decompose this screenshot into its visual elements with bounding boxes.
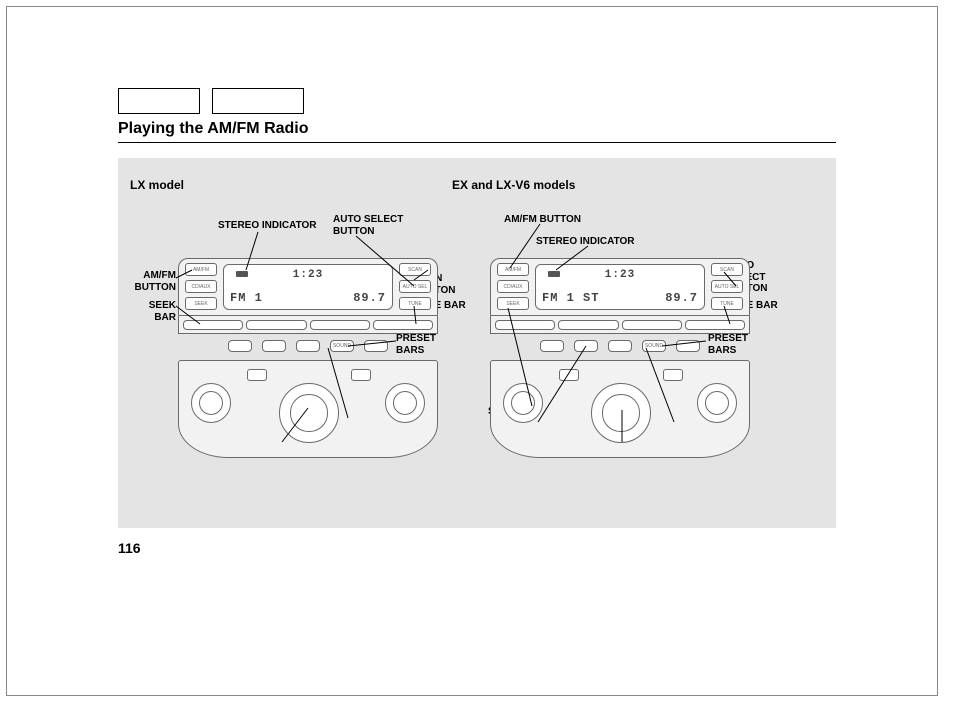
ex-amfm-button[interactable]: AM/FM [497,263,529,276]
lx-callout-amfm: AM/FM BUTTON [126,270,176,293]
ex-sound-button[interactable]: SOUND [642,340,666,352]
header-box-1 [118,88,200,114]
lx-preset-5[interactable] [364,340,388,352]
ex-preset-2[interactable] [574,340,598,352]
ex-lcd-freq: 89.7 [665,291,698,305]
lx-lower-panel [178,360,438,458]
lx-sound-button[interactable]: SOUND [330,340,354,352]
lx-callout-seek-bar: SEEK BAR [126,300,176,323]
ex-radio-head: AM/FM CD/AUX SEEK SCAN AUTO SEL TUNE 1:2… [490,258,750,316]
ex-lcd: 1:23 FM 1 ST 89.7 [535,264,705,310]
lx-right-knob[interactable] [385,383,425,423]
lx-lcd: 1:23 FM 1 89.7 [223,264,393,310]
header-placeholder-boxes [118,88,304,114]
lx-preset-1[interactable] [228,340,252,352]
lx-left-knob[interactable] [191,383,231,423]
ex-slim-bar [490,316,750,334]
page-title: Playing the AM/FM Radio [118,120,309,138]
lx-model-label: LX model [130,178,184,192]
lx-cdaux-button[interactable]: CD/AUX [185,280,217,293]
ex-tune-bar[interactable] [685,320,745,330]
lx-pwr-vol-knob[interactable] [279,383,339,443]
ex-radio-unit: AM/FM CD/AUX SEEK SCAN AUTO SEL TUNE 1:2… [490,258,750,458]
ex-right-buttons: SCAN AUTO SEL TUNE [711,263,743,310]
ex-callout-stereo-indicator: STEREO INDICATOR [536,236,635,248]
ex-seek-bar[interactable] [495,320,555,330]
lx-radio-head: AM/FM CD/AUX SEEK SCAN AUTO SEL TUNE 1:2… [178,258,438,316]
lx-mini-1[interactable] [247,369,267,381]
ex-preset-row: SOUND [490,340,750,356]
lx-preset-2[interactable] [262,340,286,352]
title-underline [118,142,836,143]
lx-seek-button[interactable]: SEEK [185,297,217,310]
ex-left-knob[interactable] [503,383,543,423]
lx-tune-bar[interactable] [373,320,433,330]
lx-scan-button[interactable]: SCAN [399,263,431,276]
ex-auto-select-button[interactable]: AUTO SEL [711,280,743,293]
lx-slim-bar [178,316,438,334]
ex-cdaux-button[interactable]: CD/AUX [497,280,529,293]
ex-lower-panel [490,360,750,458]
lx-lcd-freq: 89.7 [353,291,386,305]
lx-tune-button[interactable]: TUNE [399,297,431,310]
ex-preset-3[interactable] [608,340,632,352]
ex-lcd-bottom: FM 1 ST 89.7 [542,291,698,305]
lx-pill-2[interactable] [246,320,306,330]
lx-radio-unit: AM/FM CD/AUX SEEK SCAN AUTO SEL TUNE 1:2… [178,258,438,458]
lx-right-buttons: SCAN AUTO SEL TUNE [399,263,431,310]
ex-lcd-band: FM 1 ST [542,291,599,305]
ex-lcd-clock: 1:23 [536,269,704,281]
ex-right-knob[interactable] [697,383,737,423]
lx-preset-3[interactable] [296,340,320,352]
ex-tune-button[interactable]: TUNE [711,297,743,310]
ex-pill-3[interactable] [622,320,682,330]
ex-seek-button[interactable]: SEEK [497,297,529,310]
figure-panel: LX model EX and LX-V6 models STEREO INDI… [118,158,836,528]
lx-pill-3[interactable] [310,320,370,330]
page-number: 116 [118,540,141,556]
ex-mini-2[interactable] [663,369,683,381]
lx-callout-stereo-indicator: STEREO INDICATOR [218,220,317,232]
ex-pill-2[interactable] [558,320,618,330]
header-box-2 [212,88,304,114]
ex-callout-amfm: AM/FM BUTTON [504,214,581,226]
lx-lcd-bottom: FM 1 89.7 [230,291,386,305]
ex-mini-1[interactable] [559,369,579,381]
lx-lcd-band: FM 1 [230,291,263,305]
ex-preset-1[interactable] [540,340,564,352]
lx-left-buttons: AM/FM CD/AUX SEEK [185,263,217,310]
ex-pwr-vol-knob[interactable] [591,383,651,443]
lx-seek-bar[interactable] [183,320,243,330]
lx-auto-select-button[interactable]: AUTO SEL [399,280,431,293]
ex-model-label: EX and LX-V6 models [452,178,575,192]
ex-scan-button[interactable]: SCAN [711,263,743,276]
ex-left-buttons: AM/FM CD/AUX SEEK [497,263,529,310]
lx-amfm-button[interactable]: AM/FM [185,263,217,276]
lx-preset-row: SOUND [178,340,438,356]
lx-callout-auto-select: AUTO SELECT BUTTON [333,214,411,237]
lx-lcd-clock: 1:23 [224,269,392,281]
ex-preset-5[interactable] [676,340,700,352]
lx-mini-2[interactable] [351,369,371,381]
